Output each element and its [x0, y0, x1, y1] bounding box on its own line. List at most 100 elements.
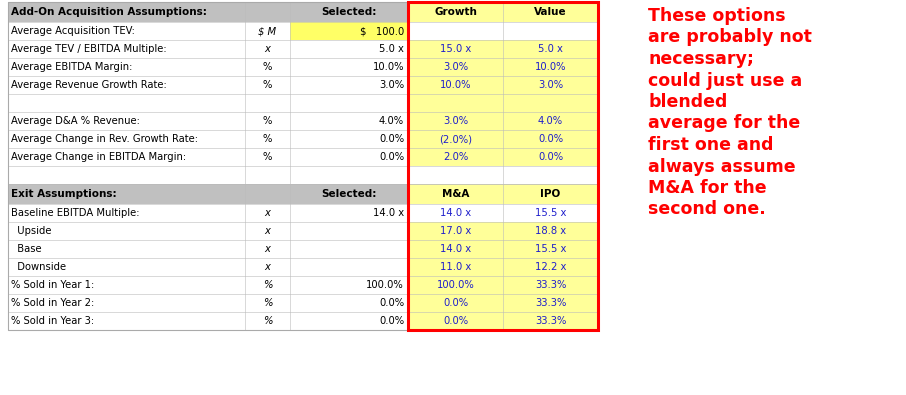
Text: 0.0%: 0.0% [538, 152, 563, 162]
Text: 10.0%: 10.0% [535, 62, 566, 72]
Text: M&A: M&A [442, 189, 469, 199]
Bar [8, 58, 408, 76]
Text: Selected:: Selected: [322, 189, 377, 199]
Bar [408, 222, 598, 240]
Text: $ M: $ M [258, 26, 276, 36]
Text: IPO: IPO [540, 189, 561, 199]
Text: 14.0 x: 14.0 x [440, 244, 471, 254]
Text: Downside: Downside [11, 262, 66, 272]
Text: These options
are probably not
necessary;
could just use a
blended
average for t: These options are probably not necessary… [648, 7, 812, 218]
Bar [408, 58, 598, 76]
Text: Baseline EBITDA Multiple:: Baseline EBITDA Multiple: [11, 208, 140, 218]
Text: 33.3%: 33.3% [535, 298, 566, 308]
Text: %: % [263, 152, 272, 162]
Text: 10.0%: 10.0% [439, 80, 471, 90]
Bar [8, 258, 408, 276]
Text: (2.0%): (2.0%) [439, 134, 472, 144]
Text: 0.0%: 0.0% [443, 316, 468, 326]
Bar [8, 312, 408, 330]
Text: 33.3%: 33.3% [535, 316, 566, 326]
Text: Exit Assumptions:: Exit Assumptions: [11, 189, 117, 199]
Bar [8, 294, 408, 312]
Text: 15.5 x: 15.5 x [535, 244, 566, 254]
Bar [8, 204, 408, 222]
Text: 11.0 x: 11.0 x [440, 262, 471, 272]
Bar [8, 2, 598, 330]
Bar [408, 2, 598, 330]
Text: 3.0%: 3.0% [538, 80, 563, 90]
Text: %: % [263, 116, 272, 126]
Bar [408, 184, 598, 204]
Text: 4.0%: 4.0% [379, 116, 404, 126]
Text: $   100.0: $ 100.0 [360, 26, 404, 36]
Text: Selected:: Selected: [322, 7, 377, 17]
Bar [8, 276, 408, 294]
Text: 100.0%: 100.0% [366, 280, 404, 290]
Bar [408, 76, 598, 94]
Text: Average Revenue Growth Rate:: Average Revenue Growth Rate: [11, 80, 167, 90]
Text: %: % [263, 62, 272, 72]
Text: 0.0%: 0.0% [443, 298, 468, 308]
Bar [408, 294, 598, 312]
Text: 14.0 x: 14.0 x [373, 208, 404, 218]
Text: Upside: Upside [11, 226, 52, 236]
Bar [408, 40, 598, 58]
Bar [8, 22, 408, 40]
Bar [8, 148, 408, 166]
Text: 0.0%: 0.0% [379, 316, 404, 326]
Text: 0.0%: 0.0% [379, 298, 404, 308]
Bar [408, 22, 598, 40]
Bar [8, 76, 408, 94]
Text: 100.0%: 100.0% [437, 280, 475, 290]
Bar [8, 2, 598, 22]
Bar [8, 112, 408, 130]
Bar [408, 240, 598, 258]
Text: 15.0 x: 15.0 x [440, 44, 471, 54]
Bar [8, 40, 408, 58]
Text: 3.0%: 3.0% [443, 116, 468, 126]
Text: %: % [263, 80, 272, 90]
Bar [8, 94, 408, 112]
Text: Average Acquisition TEV:: Average Acquisition TEV: [11, 26, 135, 36]
Text: %: % [263, 298, 272, 308]
Text: 12.2 x: 12.2 x [535, 262, 566, 272]
Bar [8, 130, 408, 148]
Text: 17.0 x: 17.0 x [440, 226, 471, 236]
Bar [8, 222, 408, 240]
Text: 33.3%: 33.3% [535, 280, 566, 290]
Bar [290, 22, 408, 40]
Bar [408, 166, 598, 184]
Bar [8, 240, 408, 258]
Text: Value: Value [535, 7, 567, 17]
Text: Average Change in Rev. Growth Rate:: Average Change in Rev. Growth Rate: [11, 134, 198, 144]
Bar [408, 94, 598, 112]
Text: Add-On Acquisition Assumptions:: Add-On Acquisition Assumptions: [11, 7, 207, 17]
Text: 3.0%: 3.0% [443, 62, 468, 72]
Bar [8, 166, 408, 184]
Bar [408, 204, 598, 222]
Text: 2.0%: 2.0% [443, 152, 468, 162]
Text: 0.0%: 0.0% [379, 152, 404, 162]
Text: Average Change in EBITDA Margin:: Average Change in EBITDA Margin: [11, 152, 186, 162]
Bar [408, 130, 598, 148]
Text: x: x [265, 208, 270, 218]
Text: 15.5 x: 15.5 x [535, 208, 566, 218]
Text: x: x [265, 262, 270, 272]
Bar [8, 184, 598, 204]
Text: % Sold in Year 2:: % Sold in Year 2: [11, 298, 94, 308]
Bar [408, 112, 598, 130]
Text: x: x [265, 226, 270, 236]
Text: Growth: Growth [434, 7, 477, 17]
Text: % Sold in Year 1:: % Sold in Year 1: [11, 280, 94, 290]
Bar [408, 148, 598, 166]
Text: % Sold in Year 3:: % Sold in Year 3: [11, 316, 94, 326]
Text: Base: Base [11, 244, 42, 254]
Text: 5.0 x: 5.0 x [538, 44, 563, 54]
Bar [408, 276, 598, 294]
Bar [408, 312, 598, 330]
Text: 10.0%: 10.0% [372, 62, 404, 72]
Text: %: % [263, 316, 272, 326]
Text: 18.8 x: 18.8 x [535, 226, 566, 236]
Text: Average D&A % Revenue:: Average D&A % Revenue: [11, 116, 140, 126]
Text: %: % [263, 280, 272, 290]
